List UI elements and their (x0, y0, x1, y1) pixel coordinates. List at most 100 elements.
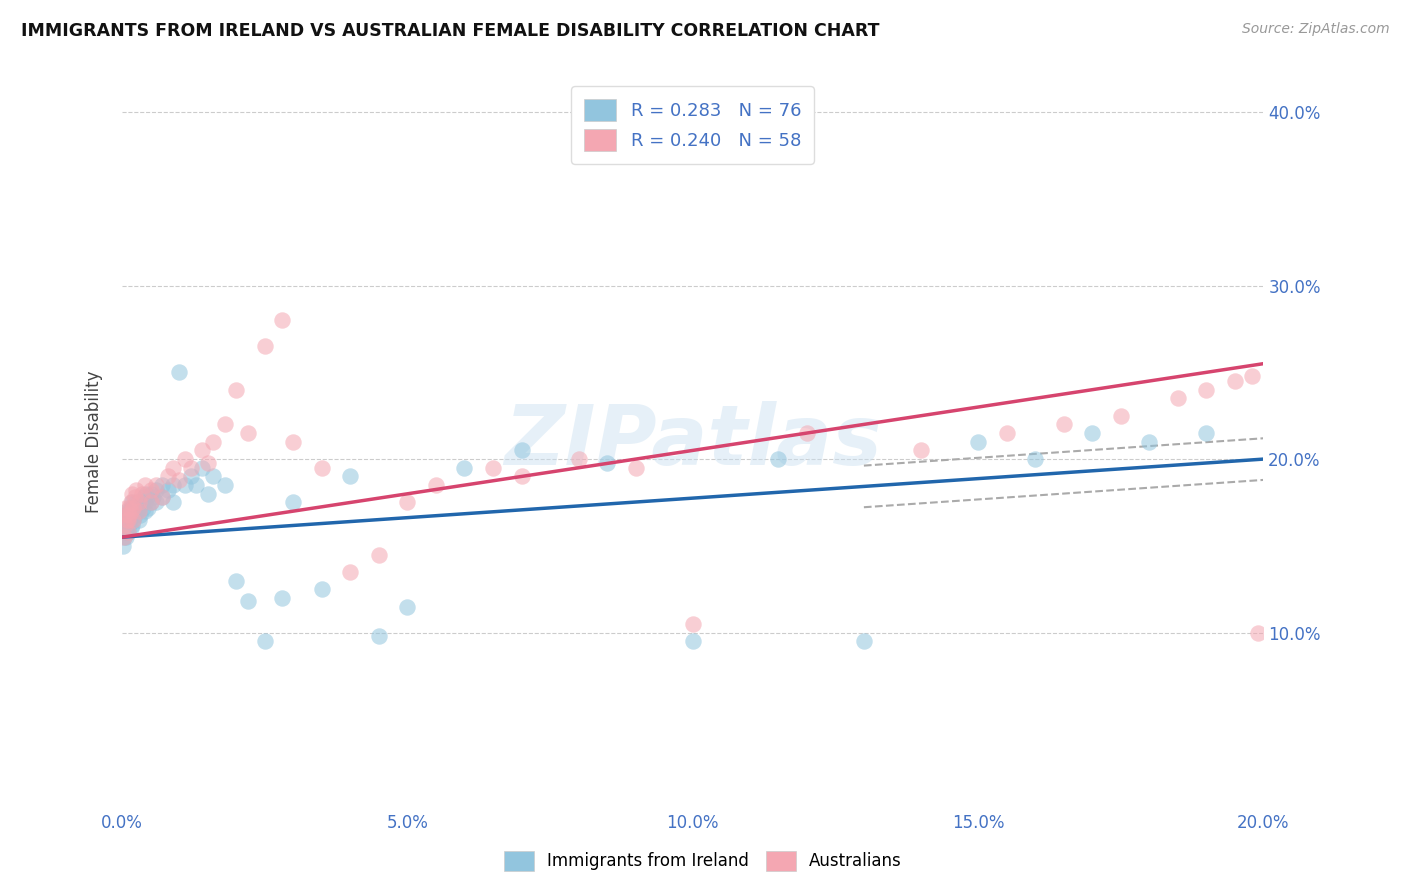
Point (134, 495, 156, 509)
Point (120, 500, 142, 515)
Point (121, 495, 143, 509)
Point (115, 513, 138, 527)
Point (114, 524, 136, 539)
Point (197, 456, 219, 470)
Point (1109, 409, 1132, 423)
Point (214, 478, 236, 492)
Point (311, 582, 333, 597)
Point (134, 478, 156, 492)
Point (270, 591, 292, 605)
Point (225, 574, 247, 588)
Point (145, 478, 167, 492)
Point (145, 483, 167, 498)
Point (225, 383, 247, 397)
Point (186, 478, 208, 492)
Point (796, 426, 818, 441)
Point (162, 460, 184, 475)
Point (117, 513, 139, 527)
Point (453, 460, 475, 475)
Point (567, 452, 589, 467)
Y-axis label: Female Disability: Female Disability (86, 370, 103, 513)
Point (115, 500, 138, 515)
Point (510, 443, 533, 458)
Point (150, 478, 173, 492)
Point (131, 500, 153, 515)
Point (139, 487, 162, 501)
Legend: R = 0.283   N = 76, R = 0.240   N = 58: R = 0.283 N = 76, R = 0.240 N = 58 (571, 87, 814, 164)
Point (112, 521, 135, 535)
Point (236, 594, 259, 608)
Point (910, 443, 932, 458)
Point (967, 434, 990, 449)
Point (122, 500, 145, 515)
Point (596, 456, 619, 470)
Point (367, 629, 389, 643)
Point (253, 634, 276, 648)
Point (1195, 426, 1218, 441)
Point (156, 483, 179, 498)
Point (114, 518, 136, 533)
Point (1167, 392, 1189, 406)
Point (139, 483, 162, 498)
Point (115, 504, 138, 518)
Point (682, 616, 704, 631)
Point (117, 524, 139, 539)
Point (852, 634, 875, 648)
Point (253, 339, 276, 353)
Point (131, 495, 153, 509)
Point (682, 634, 704, 648)
Text: IMMIGRANTS FROM IRELAND VS AUSTRALIAN FEMALE DISABILITY CORRELATION CHART: IMMIGRANTS FROM IRELAND VS AUSTRALIAN FE… (21, 22, 880, 40)
Point (128, 504, 150, 518)
Point (1195, 383, 1218, 397)
Point (339, 565, 361, 579)
Point (112, 530, 135, 544)
Point (129, 508, 152, 522)
Point (1024, 452, 1046, 467)
Legend: Immigrants from Ireland, Australians: Immigrants from Ireland, Australians (496, 842, 910, 880)
Point (162, 478, 184, 492)
Point (1052, 417, 1074, 432)
Point (118, 500, 141, 515)
Point (150, 490, 173, 504)
Point (134, 504, 156, 518)
Point (115, 530, 138, 544)
Point (125, 483, 148, 498)
Point (367, 548, 389, 562)
Point (624, 460, 647, 475)
Text: Source: ZipAtlas.com: Source: ZipAtlas.com (1241, 22, 1389, 37)
Point (128, 500, 150, 515)
Point (132, 490, 155, 504)
Point (510, 469, 533, 483)
Point (118, 518, 141, 533)
Point (270, 313, 292, 327)
Point (117, 524, 139, 539)
Point (131, 487, 153, 501)
Point (114, 518, 136, 533)
Point (118, 508, 141, 522)
Point (118, 508, 141, 522)
Point (191, 443, 214, 458)
Point (150, 490, 173, 504)
Point (120, 504, 142, 518)
Point (1246, 625, 1268, 640)
Point (122, 504, 145, 518)
Point (120, 521, 142, 535)
Point (118, 513, 141, 527)
Point (173, 478, 195, 492)
Point (115, 508, 138, 522)
Point (115, 524, 138, 539)
Point (136, 500, 159, 515)
Point (283, 434, 305, 449)
Point (202, 434, 225, 449)
Point (236, 426, 259, 441)
Point (115, 518, 138, 533)
Point (118, 504, 141, 518)
Point (1081, 426, 1104, 441)
Point (1137, 434, 1160, 449)
Point (125, 495, 148, 509)
Point (145, 495, 167, 509)
Point (396, 599, 419, 614)
Point (135, 487, 157, 501)
Point (339, 469, 361, 483)
Point (1240, 368, 1263, 383)
